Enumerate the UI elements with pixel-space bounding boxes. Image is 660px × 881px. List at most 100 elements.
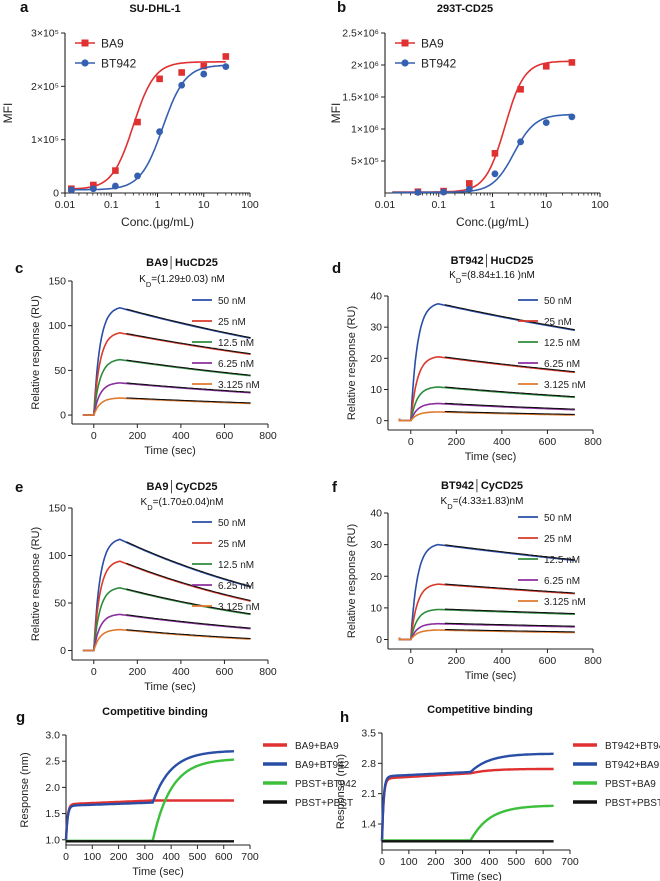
panel-title: BT942│CyCD25 [441,478,523,493]
legend-label: 50 nM [544,513,572,524]
y-tick-label: 100 [48,320,66,332]
data-point [568,59,576,66]
series-50 nM: 50 nM [82,296,251,416]
panel-title: BT942│HuCD25 [451,253,534,268]
y-tick-label: 50 [54,365,66,377]
kd-value: KD=(1.70±0.04)nM [141,497,224,512]
y-tick-label: 1.0 [45,834,60,846]
x-tick-label: 700 [561,856,579,868]
panel-title: Competitive binding [102,706,208,718]
data-point [414,188,422,196]
x-tick-label: 0 [91,430,97,442]
fit-curve [71,64,226,191]
x-tick-label: 10 [198,199,210,211]
y-tick-label: 3.0 [45,730,60,742]
series-BA9: BA9 [392,37,576,196]
data-point [112,182,119,190]
x-tick-label: 200 [129,430,147,442]
y-axis-label: Response (nm) [19,752,31,827]
x-tick-label: 0 [408,436,414,448]
x-tick-label: 200 [129,666,147,678]
x-tick-label: 0.01 [55,199,76,211]
data-point [542,62,550,70]
series-25 nM: 25 nM [82,539,251,652]
sensorgram-curve [398,411,575,422]
x-tick-label: 500 [189,851,207,863]
sensorgram-curve [398,386,575,422]
panel-c: c BA9│HuCD25 KD=(1.29±0.03) nM 0 200 400 600 80… [15,255,277,457]
x-tick-label: 0 [379,856,385,868]
x-tick-label: 400 [481,856,499,868]
y-tick-label: 1.5 [45,808,60,820]
data-point [222,53,230,60]
y-tick-label: 2.5×10⁶ [342,28,379,40]
series-BT942+BA9: BT942+BA9 [380,752,660,842]
series-BA9+BT942: BA9+BT942 [64,750,350,840]
data-point [517,138,524,146]
y-tick-label: 50 [54,598,66,610]
series-BT942: BT942 [392,57,576,196]
binding-curve [382,804,554,842]
legend-label: BA9 [101,37,124,51]
data-point [156,75,163,83]
series-50 nM: 50 nM [398,296,575,422]
series-12.5 nM: 12.5 nM [398,338,580,422]
fit-curve [126,541,251,587]
y-tick-label: 3.5 [361,728,376,740]
y-axis-label: Relative response (RU) [346,306,358,420]
legend-marker [81,59,89,67]
fit-curve [126,308,251,339]
sensorgram-curve [398,608,575,641]
legend-label: PBST+PBST [605,798,660,809]
series-3.125 nM: 3.125 nM [398,380,586,422]
sensorgram-curve [398,302,575,422]
data-point [491,150,499,157]
panel-letter: f [332,479,338,496]
legend-label: 25 nM [218,539,246,550]
x-tick-label: 600 [216,666,234,678]
x-tick-label: 200 [448,436,466,448]
data-point [178,69,185,76]
y-axis-label: MFI [329,103,343,124]
series-PBST+PBST: PBST+PBST [66,798,353,843]
y-tick-label: 0 [60,410,66,422]
fit-curve [444,622,575,627]
data-point [440,188,447,196]
y-tick-label: 2.1 [361,788,376,800]
legend-marker [401,59,409,67]
panel-title: BA9│CyCD25 [146,479,217,494]
series-6.25 nM: 6.25 nM [398,576,580,641]
panel-a: a SU-DHL-1 0.01 0.1 1 10 100 0 1×10⁵ 2×10⁵ 3×10⁵ Co… [1,0,259,229]
x-axis-label: Conc.(μg/mL) [456,215,529,229]
x-tick-label: 100 [84,851,102,863]
panel-g: g Competitive binding 0 100 200 300 400 500 600 7… [16,706,357,878]
series-6.25 nM: 6.25 nM [82,581,254,652]
y-tick-label: 40 [370,291,382,303]
series-6.25 nM: 6.25 nM [82,359,254,416]
panel-letter: h [340,709,349,726]
y-tick-label: 150 [48,276,66,288]
y-tick-label: 1.4 [361,819,376,831]
y-axis-label: Response (nm) [335,754,347,829]
y-tick-label: 3×10⁵ [31,28,59,40]
x-tick-label: 300 [136,851,154,863]
data-point [517,86,524,93]
y-tick-label: 2.5 [45,756,60,768]
binding-curve [380,767,554,842]
panel-letter: c [15,260,23,277]
binding-curve [64,799,234,840]
legend-label: 3.125 nM [218,380,260,391]
x-tick-label: 500 [508,856,526,868]
y-tick-label: 2.0 [45,782,60,794]
legend-label: 25 nM [218,317,246,328]
series-BA9+BA9: BA9+BA9 [64,741,339,840]
x-axis-label: Time (sec) [450,871,502,881]
x-axis-label: Time (sec) [144,681,196,693]
y-tick-label: 40 [370,508,382,520]
fit-curve [392,113,572,194]
panel-h: h Competitive binding 0 100 200 300 400 500 600 7… [335,704,660,881]
sensorgram-curve [398,355,575,422]
series-BA9: BA9 [68,37,230,193]
